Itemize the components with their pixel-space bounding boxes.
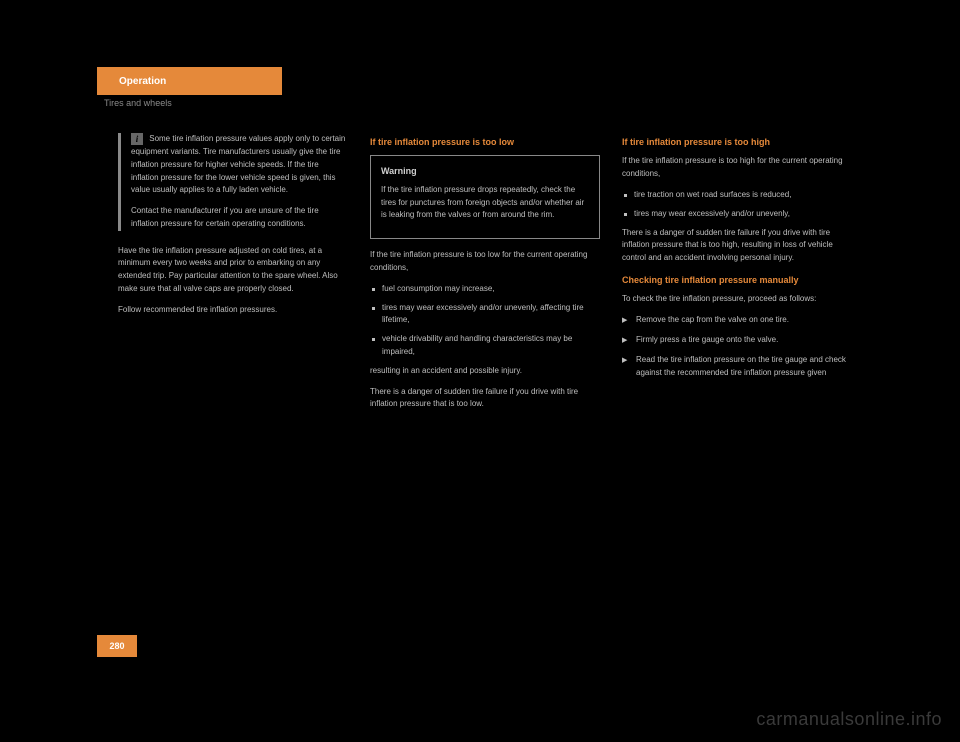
body-paragraph: There is a danger of sudden tire failure… bbox=[370, 386, 600, 412]
action-item: Firmly press a tire gauge onto the valve… bbox=[622, 334, 852, 347]
column-heading: If tire inflation pressure is too low bbox=[370, 135, 600, 149]
info-icon bbox=[131, 133, 143, 145]
page-number-tab: 280 bbox=[97, 635, 137, 657]
bullet-list: tire traction on wet road surfaces is re… bbox=[622, 189, 852, 221]
column-1: Some tire inflation pressure values appl… bbox=[118, 133, 348, 325]
watermark: carmanualsonline.info bbox=[756, 709, 942, 730]
body-paragraph: To check the tire inflation pressure, pr… bbox=[622, 293, 852, 306]
warning-title: Warning bbox=[381, 164, 589, 178]
body-paragraph: If the tire inflation pressure is too lo… bbox=[370, 249, 600, 275]
action-list: Remove the cap from the valve on one tir… bbox=[622, 314, 852, 379]
section-subtitle: Tires and wheels bbox=[104, 98, 172, 108]
page-number: 280 bbox=[109, 641, 124, 651]
body-paragraph: Follow recommended tire inflation pressu… bbox=[118, 304, 348, 317]
body-paragraph: There is a danger of sudden tire failure… bbox=[622, 227, 852, 265]
page-content: Some tire inflation pressure values appl… bbox=[118, 133, 858, 613]
column-3: If tire inflation pressure is too high I… bbox=[622, 133, 852, 386]
column-2: If tire inflation pressure is too low Wa… bbox=[370, 133, 600, 419]
bullet-item: tire traction on wet road surfaces is re… bbox=[622, 189, 852, 202]
body-paragraph: Have the tire inflation pressure adjuste… bbox=[118, 245, 348, 296]
info-paragraph: Some tire inflation pressure values appl… bbox=[131, 133, 348, 197]
info-text: Some tire inflation pressure values appl… bbox=[131, 134, 345, 194]
body-paragraph: resulting in an accident and possible in… bbox=[370, 365, 600, 378]
bullet-item: vehicle drivability and handling charact… bbox=[370, 333, 600, 359]
column-heading: If tire inflation pressure is too high bbox=[622, 135, 852, 149]
bullet-item: fuel consumption may increase, bbox=[370, 283, 600, 296]
info-paragraph: Contact the manufacturer if you are unsu… bbox=[131, 205, 348, 231]
bullet-item: tires may wear excessively and/or uneven… bbox=[622, 208, 852, 221]
body-paragraph: If the tire inflation pressure is too hi… bbox=[622, 155, 852, 181]
section-tab-label: Operation bbox=[119, 76, 166, 87]
action-item: Remove the cap from the valve on one tir… bbox=[622, 314, 852, 327]
bullet-item: tires may wear excessively and/or uneven… bbox=[370, 302, 600, 328]
action-item: Read the tire inflation pressure on the … bbox=[622, 354, 852, 380]
subsection-heading: Checking tire inflation pressure manuall… bbox=[622, 273, 852, 287]
info-box: Some tire inflation pressure values appl… bbox=[118, 133, 348, 231]
section-tab: Operation bbox=[97, 67, 282, 95]
warning-body: If the tire inflation pressure drops rep… bbox=[381, 184, 589, 222]
bullet-list: fuel consumption may increase, tires may… bbox=[370, 283, 600, 359]
warning-box: Warning If the tire inflation pressure d… bbox=[370, 155, 600, 239]
